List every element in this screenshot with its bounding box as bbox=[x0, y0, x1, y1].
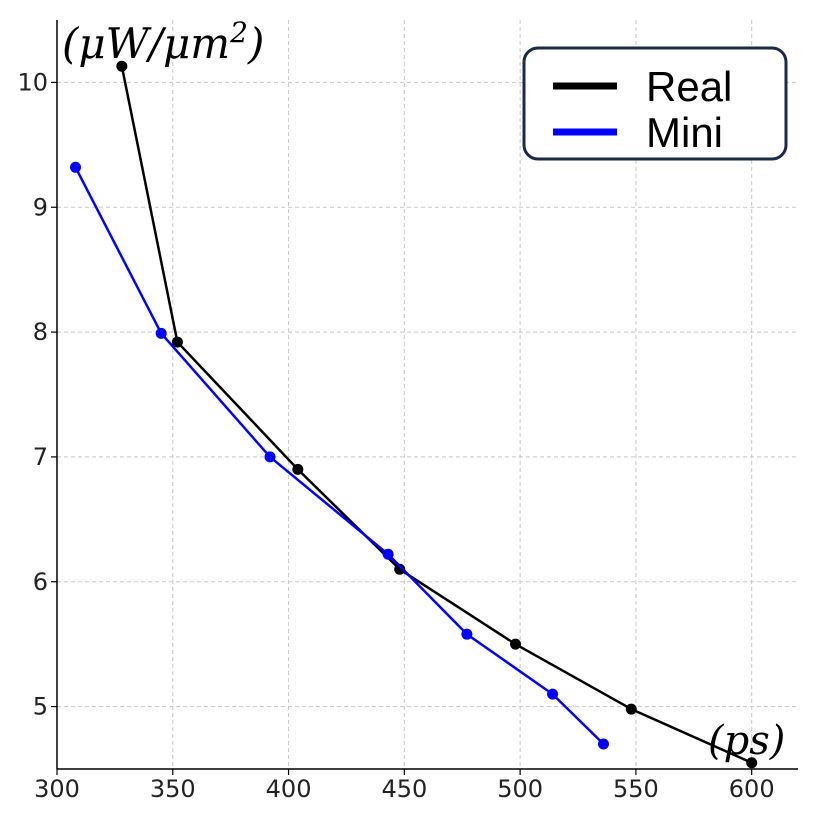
y-tick-label: 10 bbox=[17, 68, 48, 96]
data-point-mini bbox=[461, 628, 473, 640]
data-point-mini bbox=[547, 688, 559, 700]
data-point-real bbox=[746, 757, 758, 769]
data-point-mini bbox=[597, 738, 609, 750]
x-tick-label: 500 bbox=[497, 775, 543, 803]
data-point-mini bbox=[264, 451, 276, 463]
data-point-real bbox=[509, 638, 521, 650]
data-point-real bbox=[116, 60, 128, 72]
y-tick-label: 8 bbox=[33, 318, 48, 346]
axes bbox=[56, 20, 798, 770]
data-point-real bbox=[292, 463, 304, 475]
data-point-mini bbox=[70, 161, 82, 173]
legend-label-mini: Mini bbox=[646, 109, 723, 156]
x-axis-ticks: 300 350 400 450 500 550 600 bbox=[34, 769, 775, 803]
x-tick-label: 600 bbox=[729, 775, 775, 803]
y-tick-label: 7 bbox=[33, 443, 48, 471]
data-point-real bbox=[394, 563, 406, 575]
x-tick-label: 550 bbox=[613, 775, 659, 803]
data-point-mini bbox=[155, 327, 167, 339]
data-point-real bbox=[171, 336, 183, 348]
x-axis-unit-label: (ps) bbox=[708, 718, 785, 764]
y-tick-label: 5 bbox=[33, 693, 48, 721]
series-lines bbox=[70, 60, 758, 769]
legend: Real Mini bbox=[522, 46, 788, 161]
x-tick-label: 300 bbox=[34, 775, 80, 803]
data-point-real bbox=[625, 703, 637, 715]
x-tick-label: 400 bbox=[266, 775, 312, 803]
series-line-real bbox=[120, 65, 753, 764]
x-tick-label: 450 bbox=[381, 775, 427, 803]
y-axis-ticks: 5 6 7 8 9 10 bbox=[17, 68, 57, 721]
y-tick-label: 9 bbox=[33, 193, 48, 221]
series-line-mini bbox=[74, 166, 605, 745]
y-axis-unit-label: (μW/μm2) bbox=[62, 16, 264, 68]
x-tick-label: 350 bbox=[150, 775, 196, 803]
y-tick-label: 6 bbox=[33, 568, 48, 596]
data-point-mini bbox=[382, 548, 394, 560]
legend-label-real: Real bbox=[646, 63, 732, 110]
